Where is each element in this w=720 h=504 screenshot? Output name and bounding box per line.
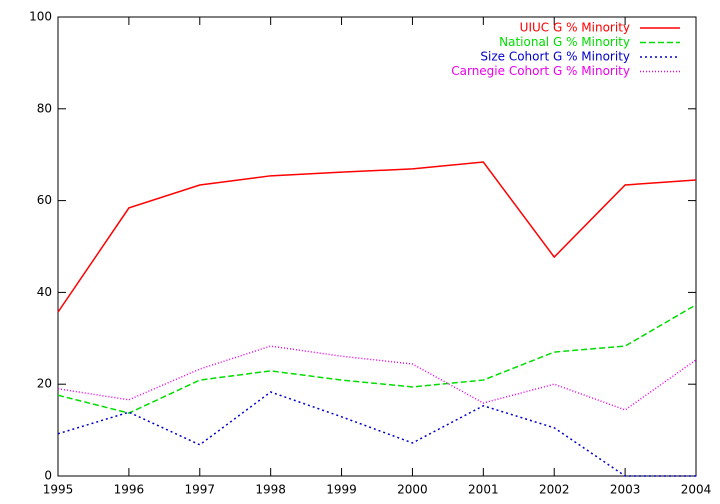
x-tick-label: 2003 (610, 483, 641, 497)
x-tick-label: 2002 (539, 483, 570, 497)
series-line (57, 161, 697, 313)
x-tick-label: 1997 (185, 483, 216, 497)
series-line (57, 391, 696, 477)
y-tick-label: 0 (44, 469, 52, 483)
plot-frame (57, 16, 697, 477)
series-line (57, 304, 697, 414)
x-tick-label: 1999 (326, 483, 357, 497)
legend-label: UIUC G % Minority (520, 21, 630, 35)
x-tick-label: 2000 (397, 483, 428, 497)
y-tick-label: 100 (29, 10, 52, 24)
legend-label: Carnegie Cohort G % Minority (451, 64, 630, 78)
x-tick-label: 2001 (468, 483, 499, 497)
legend-label: Size Cohort G % Minority (480, 50, 630, 64)
x-tick-label: 2004 (681, 483, 712, 497)
legend-label: National G % Minority (499, 35, 630, 49)
y-tick-label: 40 (37, 285, 52, 299)
series-line (57, 345, 697, 411)
y-tick-label: 60 (37, 193, 52, 207)
x-tick-label: 1998 (255, 483, 286, 497)
x-tick-label: 1995 (43, 483, 74, 497)
x-tick-label: 1996 (114, 483, 145, 497)
y-tick-label: 80 (37, 101, 52, 115)
y-tick-label: 20 (37, 377, 52, 391)
